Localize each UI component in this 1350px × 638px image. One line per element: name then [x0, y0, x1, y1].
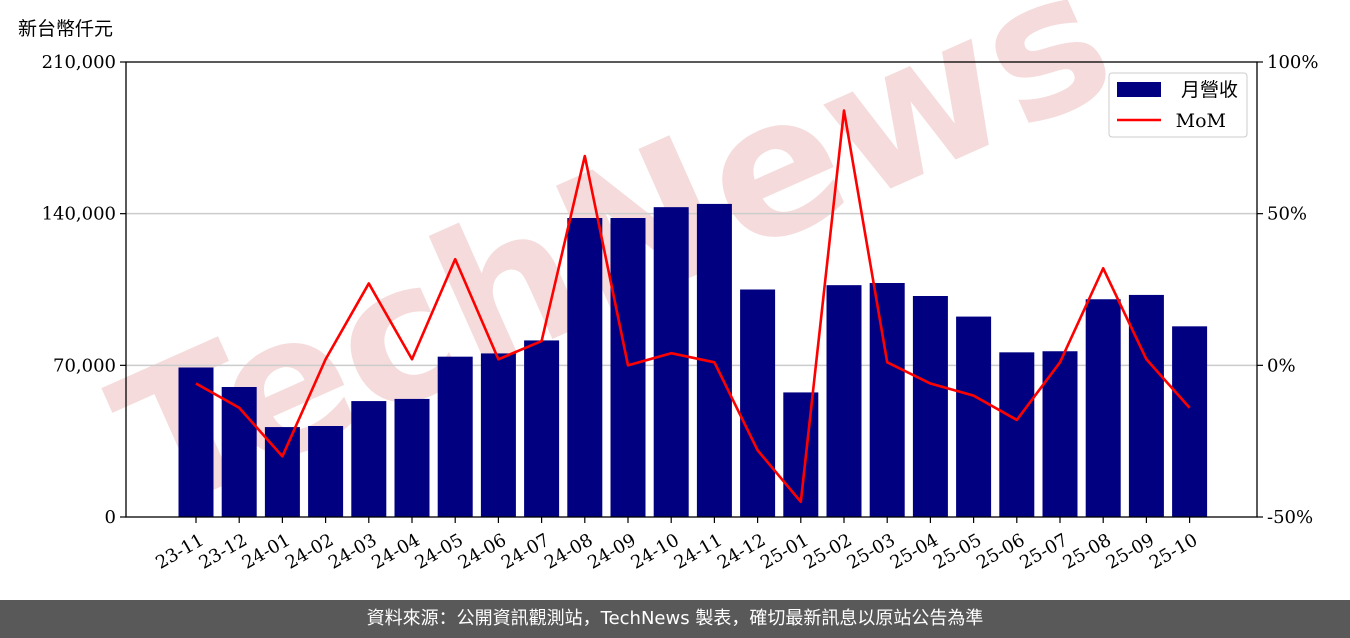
- right-tick-label: -50%: [1267, 507, 1313, 528]
- x-tick-label: 25-06: [973, 530, 1028, 574]
- right-tick-label: 50%: [1267, 204, 1307, 225]
- bar-25-04: [912, 296, 948, 517]
- x-tick-label: 24-11: [671, 530, 726, 574]
- revenue-chart: TechNews 070,000140,000210,000-50%0%50%1…: [42, 0, 1319, 574]
- x-tick-label: 24-12: [714, 530, 769, 574]
- x-tick-label: 24-03: [325, 530, 380, 574]
- right-tick-label: 100%: [1267, 52, 1318, 73]
- bar-24-05: [437, 356, 473, 517]
- x-tick-label: 25-02: [800, 530, 855, 574]
- x-tick-label: 24-04: [368, 530, 423, 574]
- bar-24-03: [351, 401, 387, 517]
- left-tick-label: 210,000: [42, 52, 116, 73]
- x-tick-label: 25-08: [1059, 530, 1114, 574]
- x-tick-label: 24-07: [498, 530, 553, 574]
- unit-label: 新台幣仟元: [18, 18, 114, 40]
- x-tick-label: 24-02: [282, 530, 337, 574]
- bar-24-12: [740, 289, 776, 517]
- x-tick-label: 24-06: [455, 530, 510, 574]
- x-tick-label: 24-09: [584, 530, 639, 574]
- bar-25-03: [869, 283, 905, 517]
- mom-series: [195, 109, 1191, 504]
- bar-24-04: [394, 398, 430, 517]
- x-tick-label: 25-03: [843, 530, 898, 574]
- bar-24-06: [480, 353, 516, 517]
- bar-24-02: [308, 426, 344, 517]
- bar-25-10: [1172, 326, 1208, 517]
- bar-25-08: [1085, 299, 1121, 517]
- legend: 月營收 MoM: [1108, 72, 1248, 138]
- bar-25-02: [826, 285, 862, 517]
- legend-line-label: MoM: [1176, 110, 1226, 132]
- left-tick-label: 0: [105, 507, 116, 528]
- x-tick-label: 24-05: [411, 530, 466, 574]
- bar-24-09: [610, 218, 646, 517]
- bar-24-01: [264, 427, 300, 517]
- x-tick-label: 25-05: [930, 530, 985, 574]
- bar-25-05: [956, 316, 992, 517]
- bar-23-11: [178, 367, 214, 517]
- bar-24-08: [567, 218, 603, 517]
- plot-frame: [125, 61, 1258, 518]
- x-tick-label: 25-10: [1146, 530, 1201, 574]
- legend-bar-label: 月營收: [1181, 79, 1238, 101]
- x-tick-label: 25-09: [1103, 530, 1158, 574]
- bar-25-07: [1042, 351, 1078, 517]
- mom-line: [195, 109, 1191, 504]
- bar-24-10: [653, 207, 689, 517]
- bar-25-06: [999, 352, 1035, 517]
- legend-bar-swatch: [1117, 82, 1161, 97]
- x-tick-label: 24-01: [239, 530, 294, 574]
- bar-25-09: [1128, 294, 1164, 517]
- x-tick-label: 25-01: [757, 530, 812, 574]
- x-tick-label: 25-04: [887, 530, 942, 574]
- left-tick-label: 140,000: [42, 204, 116, 225]
- bar-series: [178, 203, 1208, 517]
- x-tick-label: 24-08: [541, 530, 596, 574]
- x-tick-label: 24-10: [627, 530, 682, 574]
- source-footer: 資料來源：公開資訊觀測站，TechNews 製表，確切最新訊息以原站公告為準: [0, 600, 1350, 638]
- x-tick-label: 25-07: [1016, 530, 1071, 574]
- right-tick-label: 0%: [1267, 355, 1296, 376]
- bar-24-07: [524, 340, 560, 517]
- left-tick-label: 70,000: [53, 355, 116, 376]
